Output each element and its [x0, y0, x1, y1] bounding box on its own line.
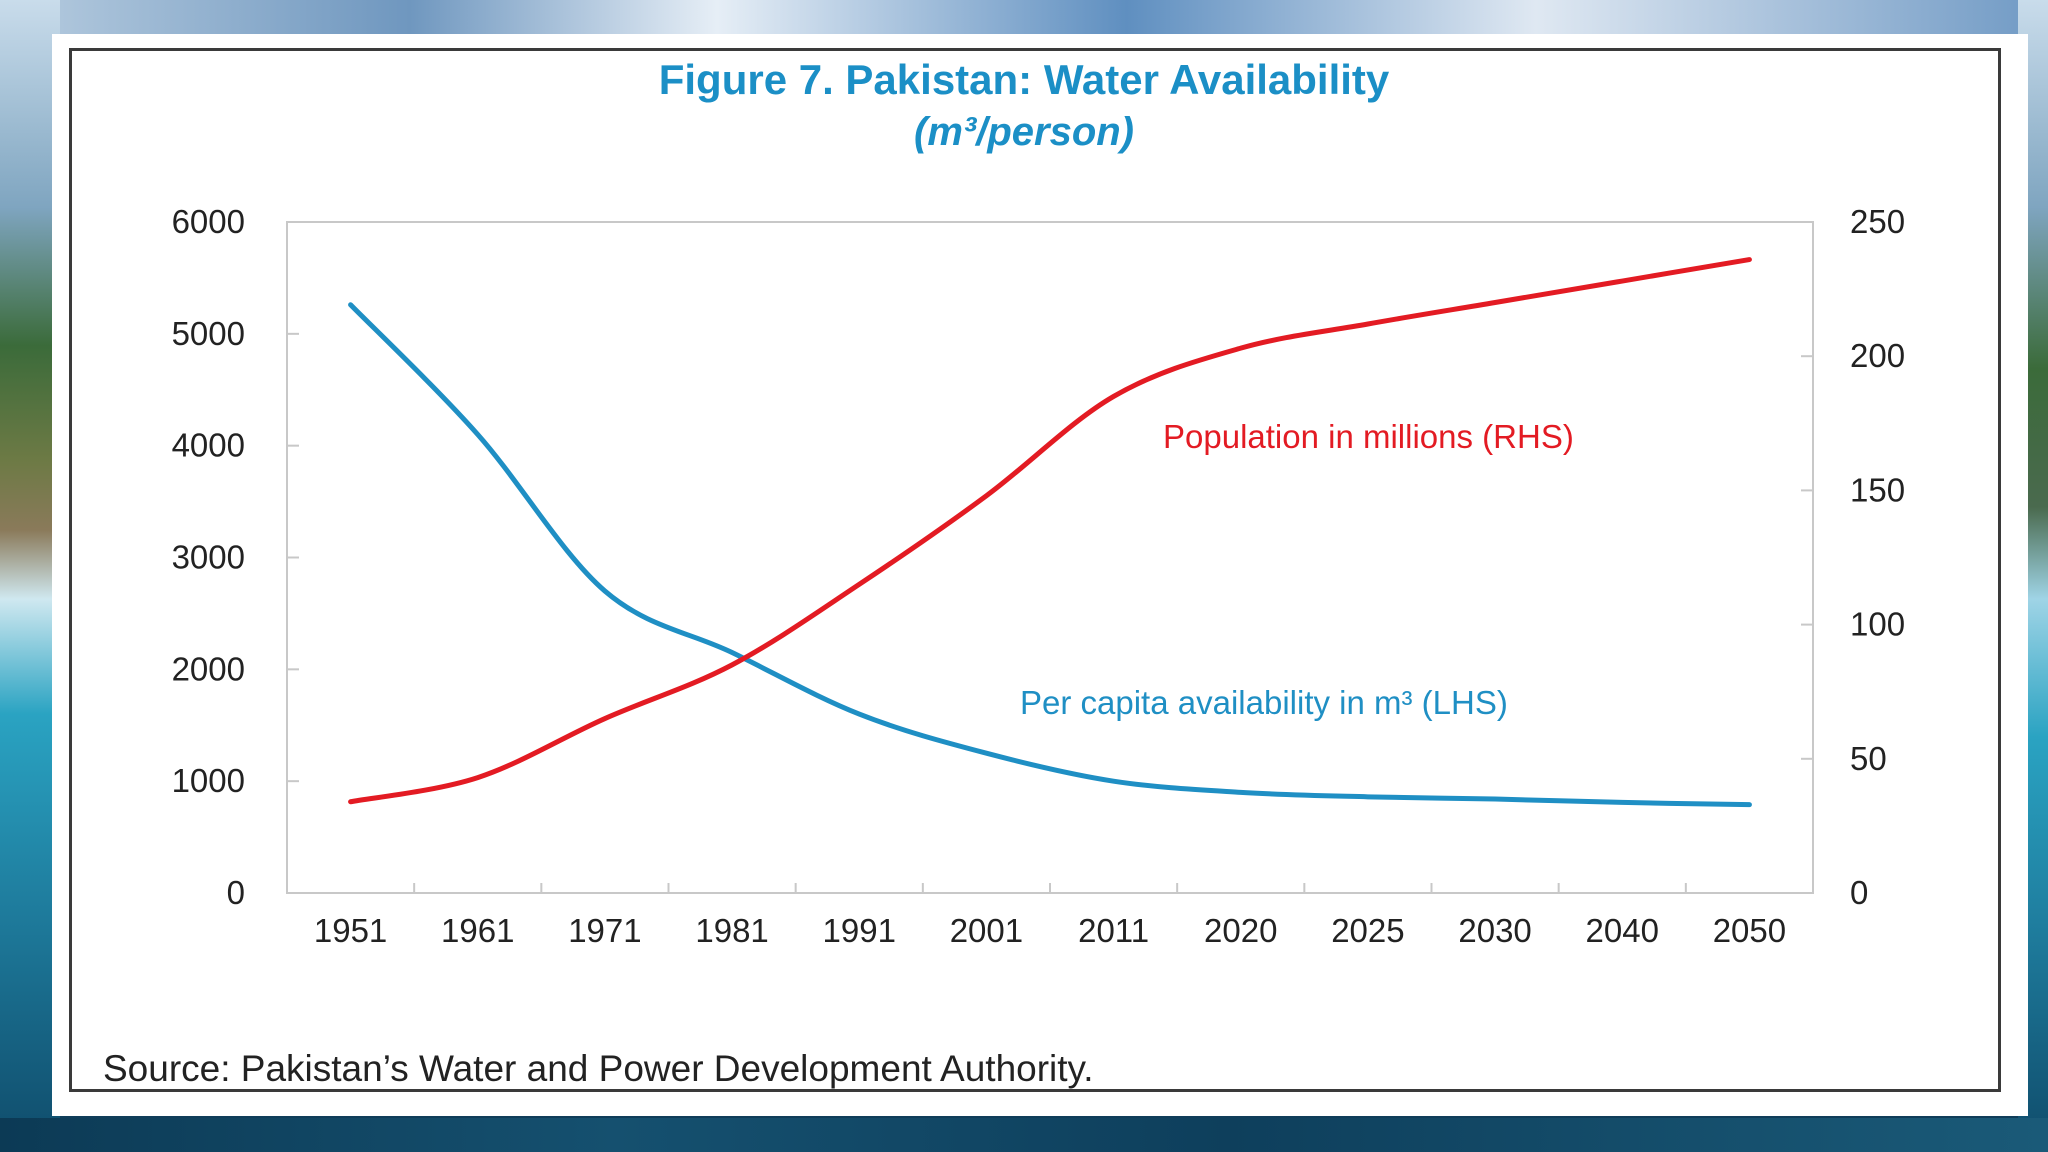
x-axis-tick-label: 1991: [823, 912, 896, 949]
left-axis-tick-label: 1000: [172, 762, 245, 799]
water-availability-series-label: Per capita availability in m³ (LHS): [1020, 684, 1508, 721]
left-axis-tick-label: 0: [227, 874, 245, 911]
chart-title: Figure 7. Pakistan: Water Availability: [658, 56, 1390, 103]
left-axis-tick-label: 5000: [172, 315, 245, 352]
left-axis-tick-label: 4000: [172, 427, 245, 464]
x-axis-tick-label: 1981: [695, 912, 768, 949]
x-axis-tick-label: 2050: [1713, 912, 1786, 949]
background-sky: [0, 0, 2048, 34]
x-axis-tick-label: 2011: [1078, 912, 1149, 949]
right-axis-tick-label: 100: [1850, 606, 1905, 643]
chart-subtitle: (m³/person): [914, 110, 1134, 154]
x-axis-tick-label: 2040: [1586, 912, 1659, 949]
x-axis-tick-label: 2030: [1458, 912, 1531, 949]
plot-area-border: [286, 221, 1814, 894]
source-note: Source: Pakistan’s Water and Power Devel…: [103, 1048, 1094, 1089]
background-scenery-left: [0, 0, 60, 1152]
left-axis-tick-label: 3000: [172, 539, 245, 576]
right-axis-tick-label: 150: [1850, 471, 1905, 508]
chart-border: [69, 48, 2001, 1092]
x-axis-tick-label: 2001: [950, 912, 1023, 949]
left-axis-tick-label: 6000: [172, 203, 245, 240]
right-axis-tick-label: 200: [1850, 337, 1905, 374]
right-axis-tick-label: 50: [1850, 740, 1887, 777]
water-availability-series-line: [348, 302, 1752, 808]
right-axis-tick-label: 250: [1850, 203, 1905, 240]
x-axis-tick-label: 1971: [568, 912, 641, 949]
left-axis-tick-label: 2000: [172, 650, 245, 687]
population-series-line: [348, 257, 1752, 805]
right-axis-tick-label: 0: [1850, 874, 1868, 911]
background-water: [0, 1118, 2048, 1152]
population-series-label: Population in millions (RHS): [1163, 418, 1574, 455]
x-axis-tick-label: 2025: [1331, 912, 1404, 949]
x-axis-tick-label: 1951: [314, 912, 387, 949]
chart-card: [52, 34, 2028, 1116]
x-axis-tick-label: 2020: [1204, 912, 1277, 949]
x-axis-tick-label: 1961: [441, 912, 514, 949]
